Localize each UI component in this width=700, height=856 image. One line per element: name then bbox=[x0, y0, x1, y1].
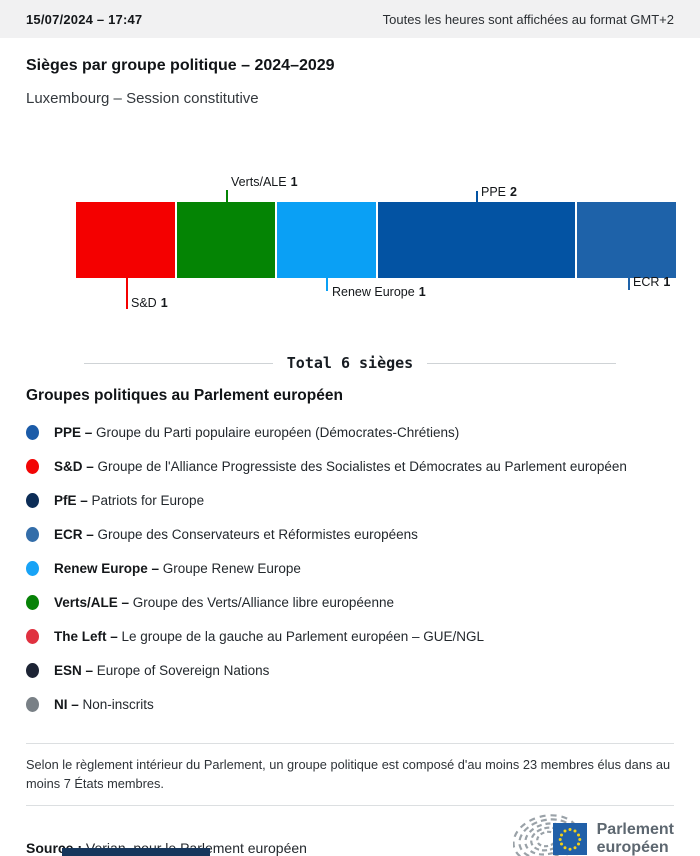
total-divider: Total 6 sièges bbox=[84, 354, 616, 372]
logo-line1: Parlement bbox=[596, 821, 674, 839]
callout-sd: S&D 1 bbox=[126, 249, 168, 310]
callout-renew-tick bbox=[326, 249, 328, 291]
bar-segment-ppe[interactable] bbox=[378, 202, 576, 278]
legend-item-1: S&D – Groupe de l'Alliance Progressiste … bbox=[26, 449, 674, 483]
bar-segment-s-d[interactable] bbox=[76, 202, 175, 278]
bar-segment-ecr[interactable] bbox=[577, 202, 677, 278]
legend-text-0: PPE – Groupe du Parti populaire européen… bbox=[54, 424, 460, 440]
legend-dot-5 bbox=[26, 594, 39, 610]
callout-ppe-name: PPE bbox=[481, 185, 507, 199]
seats-chart: Verts/ALE 1 PPE 2 ECR 1 Renew Europe 1 S&D 1 bbox=[26, 173, 677, 318]
legend-text-2: PfE – Patriots for Europe bbox=[54, 492, 205, 508]
callout-ecr-seats: 1 bbox=[663, 275, 671, 289]
datetime-label: 15/07/2024 – 17:47 bbox=[26, 11, 143, 27]
callout-renew: Renew Europe 1 bbox=[326, 249, 426, 299]
callout-renew-seats: 1 bbox=[418, 285, 426, 299]
callout-verts-ale-tick bbox=[226, 190, 228, 203]
callout-renew-name: Renew Europe bbox=[332, 285, 415, 299]
total-seats-label: Total 6 sièges bbox=[286, 354, 414, 372]
legend-text-5: Verts/ALE – Groupe des Verts/Alliance li… bbox=[54, 594, 394, 610]
hemicycle-flag-icon bbox=[512, 814, 587, 856]
callout-verts-ale: Verts/ALE 1 bbox=[226, 175, 298, 203]
legend-list: PPE – Groupe du Parti populaire européen… bbox=[26, 415, 674, 721]
page-title: Sièges par groupe politique – 2024–2029 bbox=[26, 57, 335, 74]
eu-flag-stars bbox=[558, 828, 581, 851]
top-bar: 15/07/2024 – 17:47 Toutes les heures son… bbox=[0, 0, 700, 38]
legend-text-4: Renew Europe – Groupe Renew Europe bbox=[54, 560, 301, 576]
legend-text-6: The Left – Le groupe de la gauche au Par… bbox=[54, 628, 485, 644]
legend-item-0: PPE – Groupe du Parti populaire européen… bbox=[26, 415, 674, 449]
callout-sd-name: S&D bbox=[131, 296, 157, 310]
logo-wordmark: Parlement européen bbox=[597, 821, 674, 856]
callout-sd-seats: 1 bbox=[160, 296, 168, 310]
legend-dot-3 bbox=[26, 526, 39, 542]
legend-item-7: ESN – Europe of Sovereign Nations bbox=[26, 653, 674, 687]
legend-heading: Groupes politiques au Parlement européen bbox=[26, 387, 343, 404]
horizontal-scrollbar-thumb[interactable] bbox=[62, 848, 210, 856]
page-subtitle: Luxembourg – Session constitutive bbox=[26, 90, 259, 107]
legend-item-3: ECR – Groupe des Conservateurs et Réform… bbox=[26, 517, 674, 551]
legend-text-1: S&D – Groupe de l'Alliance Progressiste … bbox=[54, 458, 627, 474]
european-parliament-logo: Parlement européen bbox=[512, 812, 674, 856]
callout-ecr: ECR 1 bbox=[628, 275, 671, 290]
legend-item-8: NI – Non-inscrits bbox=[26, 687, 674, 721]
callout-ppe: PPE 2 bbox=[476, 185, 517, 203]
legend-text-7: ESN – Europe of Sovereign Nations bbox=[54, 662, 270, 678]
legend-dot-8 bbox=[26, 696, 39, 712]
callout-ecr-name: ECR bbox=[633, 275, 660, 289]
logo-line2: européen bbox=[596, 839, 669, 856]
legend-dot-6 bbox=[26, 628, 39, 644]
legend-item-2: PfE – Patriots for Europe bbox=[26, 483, 674, 517]
legend-dot-1 bbox=[26, 458, 39, 474]
footnote-divider-bottom bbox=[26, 805, 674, 807]
legend-item-6: The Left – Le groupe de la gauche au Par… bbox=[26, 619, 674, 653]
legend-dot-2 bbox=[26, 492, 39, 508]
timezone-notice: Toutes les heures sont affichées au form… bbox=[382, 11, 674, 27]
footnote-text: Selon le règlement intérieur du Parlemen… bbox=[26, 757, 671, 791]
legend-text-8: NI – Non-inscrits bbox=[54, 696, 154, 712]
callout-ppe-tick bbox=[476, 191, 478, 203]
callout-ecr-tick bbox=[628, 277, 630, 290]
callout-ppe-seats: 2 bbox=[510, 185, 517, 199]
bar-segment-verts-ale[interactable] bbox=[176, 202, 276, 278]
divider-line-left bbox=[84, 362, 273, 364]
legend-dot-7 bbox=[26, 662, 39, 678]
divider-line-right bbox=[427, 362, 616, 364]
legend-dot-4 bbox=[26, 560, 39, 576]
callout-verts-ale-name: Verts/ALE bbox=[231, 175, 287, 189]
footnote-divider-top bbox=[26, 743, 674, 744]
legend-item-5: Verts/ALE – Groupe des Verts/Alliance li… bbox=[26, 585, 674, 619]
legend-dot-0 bbox=[26, 424, 39, 440]
legend-text-3: ECR – Groupe des Conservateurs et Réform… bbox=[54, 526, 418, 542]
callout-sd-tick bbox=[126, 249, 128, 309]
legend-item-4: Renew Europe – Groupe Renew Europe bbox=[26, 551, 674, 585]
stacked-bar bbox=[76, 202, 677, 278]
callout-verts-ale-seats: 1 bbox=[290, 175, 298, 189]
